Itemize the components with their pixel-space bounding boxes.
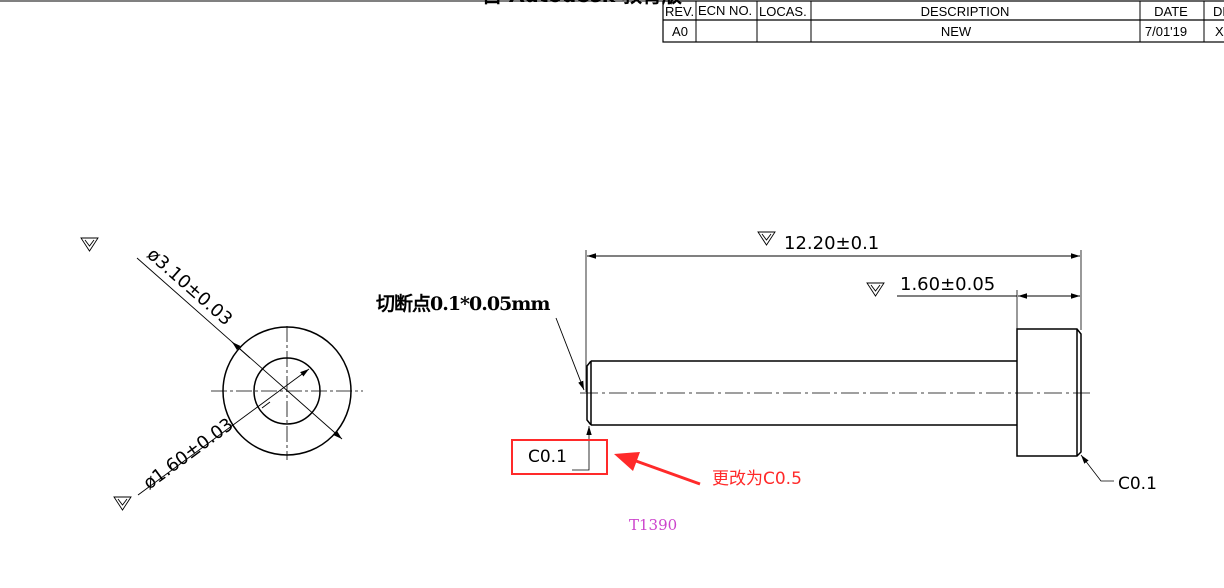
cropped-title: 自 Autodesk 教育版	[482, 0, 682, 7]
arrow-left-icon	[614, 452, 640, 471]
header-locas: LOCAS.	[759, 4, 807, 19]
chamfer-left-label: C0.1	[528, 447, 567, 467]
outer-diameter-dim: ø3.10±0.03	[143, 244, 237, 330]
surface-finish-icon	[866, 282, 885, 297]
pin-head	[1016, 328, 1082, 457]
header-description: DESCRIPTION	[921, 4, 1010, 19]
end-view: ø3.10±0.03 ø1.60±0.03	[80, 237, 363, 511]
inner-diameter-dim: ø1.60±0.03	[140, 414, 238, 494]
part-code: T1390	[629, 516, 677, 534]
overall-length-dim: 12.20±0.1	[784, 233, 879, 254]
header-de: DE	[1213, 4, 1224, 19]
header-ecn: ECN NO.	[698, 3, 752, 18]
chamfer-right-label: C0.1	[1118, 474, 1157, 494]
head-length-dim: 1.60±0.05	[900, 274, 995, 295]
change-note: 更改为C0.5	[712, 469, 802, 489]
title-block: 自 Autodesk 教育版 REV. ECN NO. LOCAS. DESCR…	[0, 0, 1224, 43]
cell-de: X	[1215, 24, 1224, 39]
surface-finish-icon	[757, 231, 776, 246]
header-rev: REV.	[665, 4, 694, 19]
header-date: DATE	[1154, 4, 1188, 19]
chamfer-highlight-box	[511, 439, 608, 475]
cell-rev: A0	[672, 24, 688, 39]
cell-date: 7/01'19	[1145, 24, 1187, 39]
cell-description: NEW	[941, 24, 972, 39]
revision-annotation: 更改为C0.5	[614, 452, 802, 489]
cut-point-note: 切断点0.1*0.05mm	[376, 292, 550, 315]
pin-shaft	[586, 360, 1017, 426]
surface-finish-icon	[113, 496, 132, 511]
surface-finish-icon	[80, 237, 99, 252]
side-view: 12.20±0.1 1.60±0.05 切断点0.1*0.05mm C0.1 C…	[376, 231, 1157, 494]
